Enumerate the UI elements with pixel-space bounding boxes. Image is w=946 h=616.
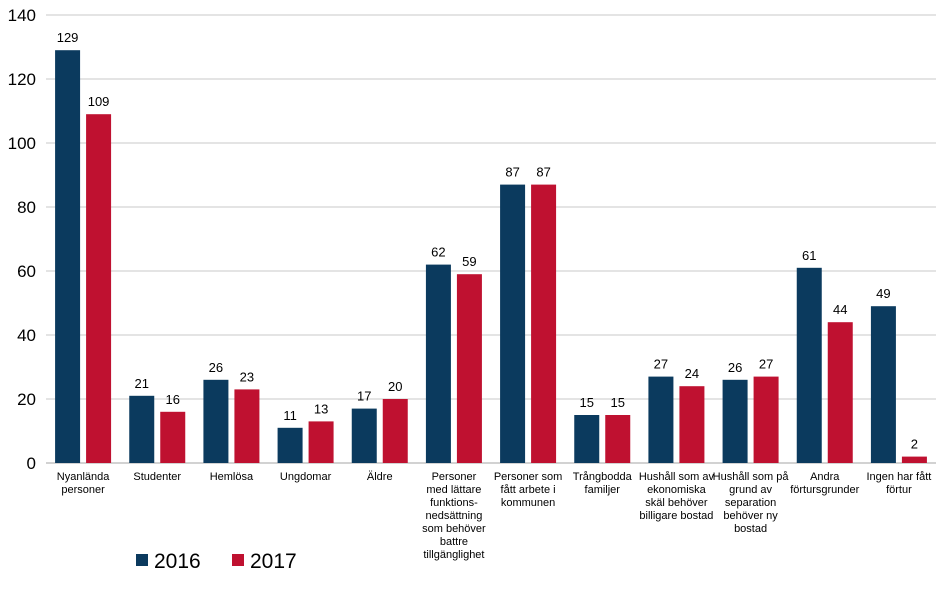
category-label: Personer som <box>494 471 562 483</box>
data-label-2017-8: 24 <box>685 366 699 381</box>
data-label-2017-2: 23 <box>240 369 254 384</box>
bar-2016-3 <box>277 427 303 463</box>
category-label: som behöver <box>422 523 486 535</box>
bar-2017-0 <box>86 114 112 463</box>
y-tick-label: 40 <box>17 326 36 345</box>
category-label: Personer <box>432 471 477 483</box>
bar-2016-6 <box>500 184 526 463</box>
bar-2016-8 <box>648 376 674 463</box>
data-label-2016-10: 61 <box>802 248 816 263</box>
category-label: förtur <box>886 484 912 496</box>
data-label-2016-9: 26 <box>728 360 742 375</box>
category-label: bostad <box>734 523 767 535</box>
category-label: Hushåll som av <box>639 471 715 483</box>
category-label: separation <box>725 497 776 509</box>
category-label: personer <box>61 484 105 496</box>
data-label-2016-1: 21 <box>135 376 149 391</box>
legend-label-2016: 2016 <box>154 550 201 573</box>
bar-2016-2 <box>203 379 229 463</box>
category-label: förtursgrunder <box>790 484 859 496</box>
legend-label-2017: 2017 <box>250 550 297 573</box>
data-label-2017-9: 27 <box>759 357 773 372</box>
category-label: Hushåll som på <box>713 471 790 483</box>
bar-2017-9 <box>753 376 779 463</box>
category-label: Hemlösa <box>210 471 254 483</box>
category-label: ekonomiska <box>647 484 707 496</box>
y-axis: 0 20 40 60 80 100 120 140 <box>8 6 36 473</box>
data-label-2016-5: 62 <box>431 245 445 260</box>
data-label-2017-6: 87 <box>536 165 550 180</box>
y-tick-label: 120 <box>8 70 36 89</box>
category-label: grund av <box>729 484 772 496</box>
data-label-2017-7: 15 <box>611 395 625 410</box>
gridlines <box>46 14 936 464</box>
category-label: Nyanlända <box>57 471 110 483</box>
bar-2016-7 <box>574 415 600 463</box>
category-label: behöver ny <box>723 510 778 522</box>
legend: 2016 2017 <box>136 550 297 573</box>
category-label: Andra <box>810 471 840 483</box>
data-label-2016-2: 26 <box>209 360 223 375</box>
data-label-2017-3: 13 <box>314 401 328 416</box>
bar-2016-11 <box>870 306 896 463</box>
y-tick-label: 140 <box>8 6 36 25</box>
data-label-2017-10: 44 <box>833 302 847 317</box>
y-tick-label: 0 <box>27 454 36 473</box>
category-label: skäl behöver <box>645 497 708 509</box>
category-label: tillgänglighet <box>423 549 484 561</box>
bar-2017-5 <box>456 274 482 463</box>
category-label: Ungdomar <box>280 471 332 483</box>
y-tick-label: 80 <box>17 198 36 217</box>
bar-2017-1 <box>160 411 186 463</box>
data-label-2016-7: 15 <box>580 395 594 410</box>
bar-2016-5 <box>425 264 451 463</box>
data-label-2017-11: 2 <box>911 437 918 452</box>
bar-2017-6 <box>531 184 557 463</box>
bar-2016-4 <box>351 408 377 463</box>
category-label: battre <box>440 536 468 548</box>
y-tick-label: 20 <box>17 390 36 409</box>
bar-2017-11 <box>901 456 927 463</box>
bar-2016-10 <box>796 267 822 463</box>
data-label-2017-0: 109 <box>88 94 110 109</box>
data-label-2016-0: 129 <box>57 30 79 45</box>
category-label: fått arbete i <box>501 484 556 496</box>
bar-2017-7 <box>605 415 631 463</box>
data-label-2017-1: 16 <box>166 392 180 407</box>
bar-2016-1 <box>129 395 155 463</box>
category-label: Äldre <box>367 471 393 483</box>
bar-2016-9 <box>722 379 748 463</box>
category-label: Studenter <box>133 471 181 483</box>
category-label: familjer <box>585 484 621 496</box>
category-label: Ingen har fått <box>867 471 932 483</box>
bar-2017-4 <box>382 399 408 463</box>
category-label: med lättare <box>426 484 481 496</box>
y-tick-label: 100 <box>8 134 36 153</box>
category-label: kommunen <box>501 497 555 509</box>
bar-2017-8 <box>679 386 705 463</box>
category-label: funktions- <box>430 497 478 509</box>
legend-swatch-2017 <box>232 554 244 566</box>
data-label-2017-5: 59 <box>462 254 476 269</box>
bar-2016-0 <box>55 50 81 463</box>
data-label-2016-11: 49 <box>876 286 890 301</box>
category-label: Trångbodda <box>573 471 633 483</box>
legend-swatch-2016 <box>136 554 148 566</box>
y-tick-label: 60 <box>17 262 36 281</box>
bar-2017-2 <box>234 389 260 463</box>
data-label-2016-8: 27 <box>654 357 668 372</box>
data-label-2016-3: 11 <box>283 408 297 423</box>
data-label-2016-6: 87 <box>505 165 519 180</box>
data-label-2016-4: 17 <box>357 389 371 404</box>
bar-2017-10 <box>827 322 853 463</box>
category-label: billigare bostad <box>639 510 713 522</box>
bar-2017-3 <box>308 421 334 463</box>
data-label-2017-4: 20 <box>388 379 402 394</box>
category-label: nedsättning <box>425 510 482 522</box>
